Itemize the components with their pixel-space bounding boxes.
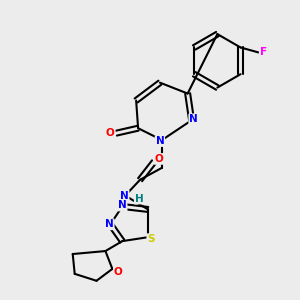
Text: O: O xyxy=(154,154,163,164)
Text: O: O xyxy=(106,128,115,138)
Text: N: N xyxy=(189,114,198,124)
Text: N: N xyxy=(155,136,164,146)
Text: N: N xyxy=(120,190,129,201)
Text: N: N xyxy=(118,200,127,211)
Text: S: S xyxy=(147,234,155,244)
Text: F: F xyxy=(260,47,267,57)
Text: N: N xyxy=(105,219,114,229)
Text: O: O xyxy=(114,267,123,277)
Text: H: H xyxy=(135,194,143,203)
